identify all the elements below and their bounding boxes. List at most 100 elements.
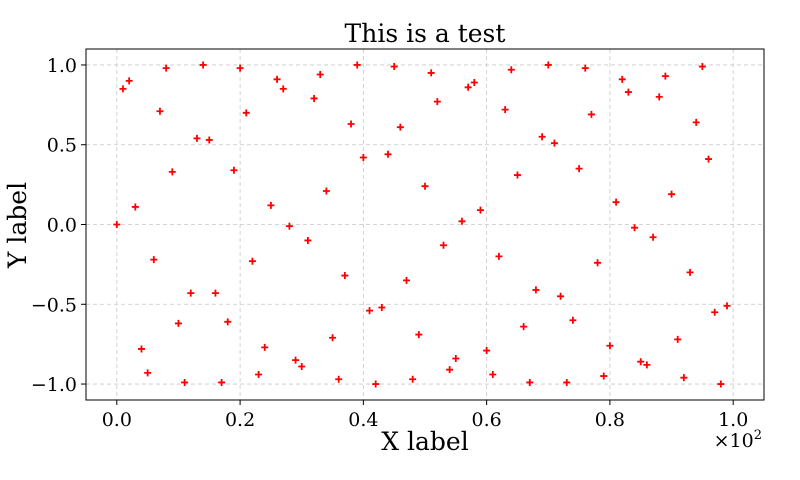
data-point — [483, 347, 491, 355]
data-point — [686, 268, 694, 276]
x-tick-label: 1.0 — [718, 409, 748, 431]
data-point — [359, 153, 367, 161]
data-point — [390, 63, 398, 71]
data-point — [125, 77, 133, 85]
data-point — [384, 150, 392, 158]
data-point — [144, 369, 152, 377]
data-point — [372, 380, 380, 388]
data-point — [181, 378, 189, 386]
data-point — [427, 69, 435, 77]
data-point — [698, 63, 706, 71]
data-point — [520, 323, 528, 331]
data-points — [113, 61, 731, 388]
data-point — [717, 380, 725, 388]
data-point — [464, 83, 472, 91]
data-point — [366, 307, 374, 315]
data-point — [168, 168, 176, 176]
data-point — [421, 182, 429, 190]
data-point — [612, 198, 620, 206]
data-point — [211, 289, 219, 297]
data-point — [705, 155, 713, 163]
data-point — [347, 120, 355, 128]
data-point — [267, 201, 275, 209]
data-point — [618, 75, 626, 83]
grid-lines — [86, 49, 764, 400]
data-point — [557, 292, 565, 300]
data-point — [310, 94, 318, 102]
data-point — [507, 66, 515, 74]
data-point — [113, 221, 121, 228]
data-point — [538, 133, 546, 141]
data-point — [563, 378, 571, 386]
y-tick-label: 0.5 — [47, 135, 77, 157]
data-point — [131, 203, 139, 211]
data-point — [378, 303, 386, 311]
data-point — [193, 134, 201, 142]
data-point — [631, 224, 639, 232]
data-point — [236, 64, 244, 72]
data-point — [156, 107, 164, 115]
data-point — [279, 85, 287, 93]
data-point — [242, 109, 250, 117]
data-point — [513, 171, 521, 179]
data-point — [606, 342, 614, 350]
data-point — [470, 79, 478, 87]
x-tick-label: 0.0 — [102, 409, 132, 431]
data-point — [150, 256, 158, 264]
data-point — [446, 366, 454, 374]
data-point — [674, 335, 682, 343]
data-point — [544, 61, 552, 69]
data-point — [532, 286, 540, 294]
data-point — [174, 319, 182, 327]
data-point — [285, 222, 293, 230]
y-tick-label: −0.5 — [31, 294, 77, 316]
data-point — [495, 252, 503, 260]
x-tick-label: 0.2 — [225, 409, 255, 431]
data-point — [501, 106, 509, 114]
data-point — [569, 316, 577, 324]
data-point — [187, 289, 195, 297]
y-tick-label: 0.0 — [47, 215, 77, 237]
data-point — [224, 318, 232, 326]
data-point — [322, 187, 330, 195]
data-point — [316, 71, 324, 79]
x-tick-label: 0.8 — [595, 409, 625, 431]
data-point — [489, 370, 497, 378]
data-point — [230, 166, 238, 174]
data-point — [668, 190, 676, 198]
data-point — [409, 375, 417, 383]
data-point — [680, 374, 688, 382]
x-axis-title: X label — [381, 427, 468, 456]
data-point — [162, 64, 170, 72]
chart-title: This is a test — [345, 19, 506, 48]
data-point — [550, 139, 558, 147]
data-point — [304, 236, 312, 244]
data-point — [575, 165, 583, 173]
data-point — [396, 123, 404, 131]
data-point — [526, 378, 534, 386]
x-tick-label: 0.6 — [472, 409, 502, 431]
data-point — [403, 276, 411, 284]
data-point — [255, 370, 263, 378]
data-point — [458, 217, 466, 225]
data-point — [476, 206, 484, 214]
data-point — [273, 75, 281, 83]
data-point — [649, 233, 657, 241]
y-axis-title: Y label — [3, 182, 32, 269]
data-point — [581, 64, 589, 72]
data-point — [600, 372, 608, 380]
data-point — [298, 362, 306, 370]
data-point — [692, 118, 700, 126]
data-point — [218, 378, 226, 386]
data-point — [329, 334, 337, 342]
data-point — [433, 98, 441, 106]
data-point — [661, 72, 669, 80]
data-point — [637, 358, 645, 366]
data-point — [248, 257, 256, 265]
x-offset-label: ×102 — [714, 428, 762, 452]
axis-ticks: 0.0 0.2 0.4 0.6 0.8 1.0 −1.0 −0.5 0.0 0.5 1.0 — [31, 55, 748, 431]
data-point — [439, 241, 447, 249]
data-point — [723, 302, 731, 310]
data-point — [643, 361, 651, 369]
data-point — [119, 85, 127, 93]
